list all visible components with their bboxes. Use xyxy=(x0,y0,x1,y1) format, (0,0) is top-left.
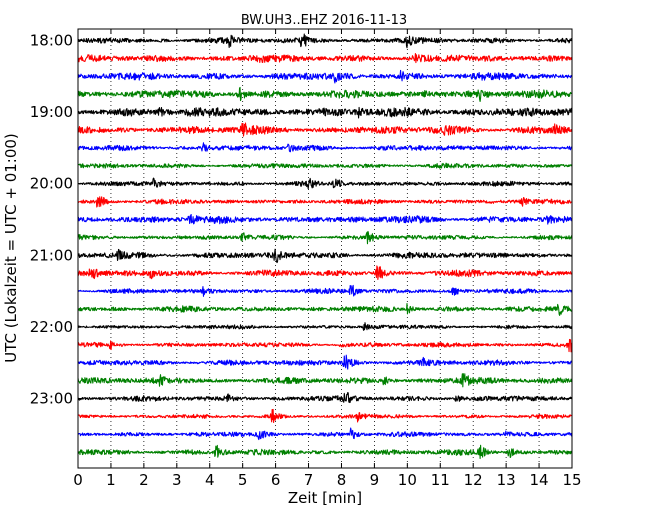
trace-2215 xyxy=(77,338,573,353)
y-tick-label-4: 22:00 xyxy=(30,318,73,336)
x-tick-label-13: 13 xyxy=(497,471,516,489)
x-tick-label-11: 11 xyxy=(431,471,450,489)
chart-title: BW.UH3..EHZ 2016-11-13 xyxy=(241,13,407,28)
y-tick-label-3: 21:00 xyxy=(30,246,73,264)
x-tick-label-8: 8 xyxy=(337,471,347,489)
x-tick-label-4: 4 xyxy=(205,471,215,489)
trace-1830 xyxy=(77,69,573,84)
trace-2145 xyxy=(77,302,573,316)
trace-1930 xyxy=(77,142,573,153)
x-tick-label-0: 0 xyxy=(73,471,83,489)
trace-2315 xyxy=(77,408,573,424)
trace-2030 xyxy=(77,213,573,225)
trace-1900 xyxy=(77,106,573,119)
trace-2045 xyxy=(77,230,573,245)
x-tick-label-10: 10 xyxy=(398,471,417,489)
trace-2345 xyxy=(77,444,573,460)
y-tick-label-0: 18:00 xyxy=(30,32,73,50)
x-tick-label-12: 12 xyxy=(464,471,483,489)
trace-2130 xyxy=(77,284,573,297)
x-axis-ticks: 0 1 2 3 4 5 6 7 8 9 10 11 12 13 14 15 xyxy=(73,29,582,489)
x-tick-label-6: 6 xyxy=(271,471,281,489)
trace-2330 xyxy=(77,427,573,441)
trace-1915 xyxy=(77,122,573,137)
x-tick-label-1: 1 xyxy=(106,471,116,489)
trace-2245 xyxy=(77,373,573,388)
trace-2200 xyxy=(77,322,573,331)
trace-1945 xyxy=(77,162,573,169)
x-tick-label-15: 15 xyxy=(562,471,581,489)
trace-2000 xyxy=(77,177,573,190)
y-axis-ticks: 18:00 19:00 20:00 21:00 22:00 23:00 xyxy=(30,32,572,408)
y-tick-label-5: 23:00 xyxy=(30,390,73,408)
trace-1800 xyxy=(77,33,573,49)
trace-2100 xyxy=(77,248,573,264)
trace-2115 xyxy=(77,265,573,280)
y-tick-label-2: 20:00 xyxy=(30,175,73,193)
y-tick-label-1: 19:00 xyxy=(30,103,73,121)
trace-2015 xyxy=(77,196,573,208)
y-axis-label: UTC (Lokalzeit = UTC + 01:00) xyxy=(2,133,20,363)
trace-2230 xyxy=(77,354,573,370)
trace-2300 xyxy=(77,392,573,404)
seismogram-traces xyxy=(77,33,573,460)
x-tick-label-2: 2 xyxy=(139,471,149,489)
x-tick-label-7: 7 xyxy=(304,471,314,489)
plot-frame xyxy=(77,28,573,469)
trace-1845 xyxy=(77,86,573,103)
trace-1815 xyxy=(77,53,573,64)
x-tick-label-14: 14 xyxy=(530,471,549,489)
x-axis-label: Zeit [min] xyxy=(288,489,362,507)
x-tick-label-9: 9 xyxy=(370,471,380,489)
x-tick-label-5: 5 xyxy=(238,471,248,489)
x-tick-label-3: 3 xyxy=(172,471,182,489)
